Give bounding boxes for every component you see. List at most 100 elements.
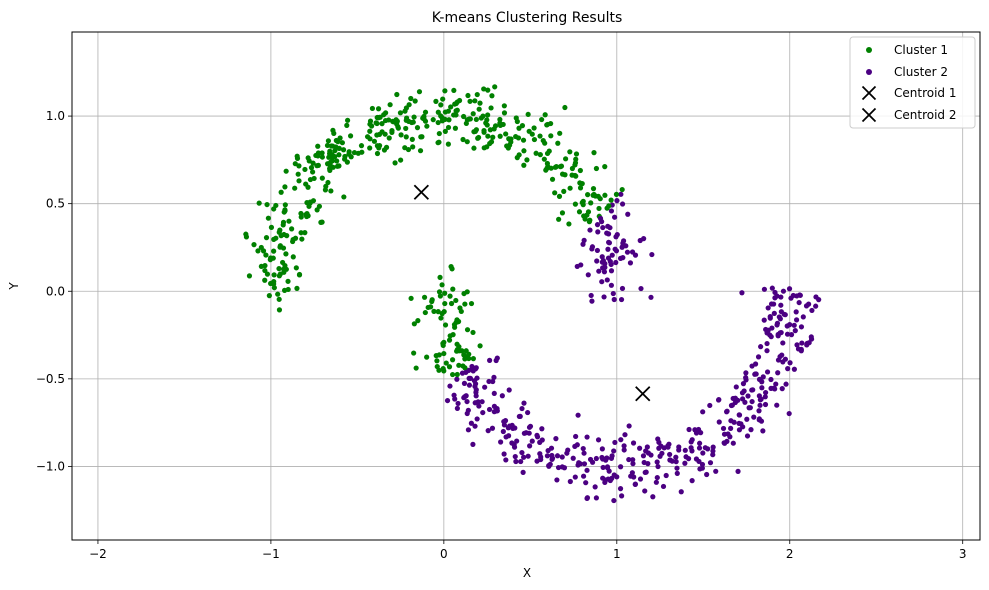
cluster-1-point — [383, 144, 390, 150]
cluster-2-point — [469, 363, 475, 370]
cluster-1-point — [375, 114, 381, 121]
cluster-2-point — [461, 380, 468, 386]
cluster-2-point — [655, 463, 661, 470]
cluster-2-point — [465, 427, 472, 433]
cluster-2-point — [778, 302, 784, 308]
cluster-2-point — [761, 317, 767, 323]
y-tick-label: 0.0 — [46, 284, 65, 298]
cluster-1-point — [464, 327, 471, 333]
cluster-1-point — [451, 112, 457, 118]
cluster-2-point — [771, 301, 777, 307]
cluster-2-point — [599, 254, 605, 260]
cluster-1-point — [585, 192, 591, 198]
cluster-1-point — [342, 153, 348, 160]
cluster-2-point — [607, 258, 613, 265]
cluster-1-point — [556, 216, 562, 222]
cluster-2-point — [642, 488, 648, 494]
cluster-2-point — [589, 246, 595, 252]
cluster-1-point — [497, 133, 503, 139]
cluster-2-point — [674, 470, 680, 476]
cluster-2-point — [736, 412, 742, 418]
cluster-1-point — [358, 143, 365, 149]
cluster-1-point — [521, 162, 527, 168]
cluster-1-point — [292, 185, 298, 191]
cluster-1-point — [434, 358, 440, 364]
cluster-1-point — [263, 235, 270, 241]
cluster-1-point — [285, 278, 291, 284]
cluster-2-point — [583, 480, 589, 486]
cluster-2-point — [791, 322, 797, 328]
cluster-2-point — [622, 432, 628, 438]
cluster-2-point — [733, 384, 739, 390]
y-axis-label: Y — [7, 282, 21, 291]
cluster-2-point — [444, 397, 451, 404]
cluster-1-point — [283, 266, 289, 272]
cluster-2-point — [608, 282, 615, 288]
cluster-1-point — [430, 117, 436, 123]
cluster-2-point — [688, 439, 694, 445]
cluster-2-point — [512, 453, 518, 460]
cluster-2-point — [630, 461, 636, 467]
cluster-1-point — [341, 194, 347, 200]
x-tick-label: −1 — [262, 547, 280, 561]
cluster-2-point — [631, 474, 637, 480]
y-tick-label: 1.0 — [46, 109, 65, 123]
cluster-1-point — [386, 135, 392, 141]
cluster-2-point — [620, 240, 626, 246]
cluster-1-point — [392, 160, 398, 166]
cluster-2-point — [744, 433, 751, 439]
cluster-1-point — [294, 285, 300, 291]
cluster-1-point — [305, 155, 311, 161]
cluster-1-point — [613, 191, 620, 197]
cluster-1-point — [471, 129, 477, 135]
cluster-1-point — [458, 308, 464, 315]
cluster-1-point — [468, 300, 475, 307]
cluster-2-point — [505, 425, 511, 431]
cluster-2-point — [798, 348, 804, 354]
cluster-2-point — [602, 479, 608, 485]
cluster-1-point — [453, 297, 459, 304]
cluster-2-point — [472, 423, 478, 429]
cluster-2-point — [793, 309, 799, 315]
cluster-2-point — [638, 285, 644, 292]
cluster-1-point — [408, 295, 414, 301]
cluster-1-point — [413, 365, 419, 371]
cluster-1-point — [542, 112, 548, 118]
cluster-1-point — [273, 202, 279, 209]
cluster-2-point — [788, 332, 795, 338]
cluster-1-point — [537, 133, 543, 139]
cluster-1-point — [344, 159, 350, 165]
cluster-2-point — [654, 459, 660, 465]
cluster-1-point — [559, 210, 566, 216]
cluster-1-point — [477, 343, 483, 349]
cluster-2-point — [758, 344, 764, 350]
cluster-1-point — [439, 282, 445, 288]
cluster-1-point — [484, 144, 490, 150]
cluster-2-point — [465, 407, 471, 413]
cluster-2-point — [758, 418, 765, 424]
cluster-1-point — [513, 115, 519, 121]
cluster-1-point — [276, 273, 282, 279]
cluster-1-point — [298, 210, 304, 217]
cluster-2-point — [739, 290, 745, 296]
cluster-2-point — [710, 444, 716, 450]
cluster-2-point — [674, 465, 680, 471]
cluster-1-point — [473, 116, 479, 123]
cluster-2-point — [520, 469, 526, 475]
cluster-2-point — [554, 453, 561, 459]
cluster-1-point — [395, 125, 401, 131]
cluster-2-point — [619, 244, 625, 250]
cluster-1-point — [280, 259, 286, 266]
cluster-2-point — [521, 430, 527, 436]
x-tick-label: 1 — [613, 547, 621, 561]
cluster-1-point — [316, 203, 323, 209]
cluster-2-point — [619, 493, 625, 499]
cluster-1-point — [525, 111, 531, 118]
cluster-2-point — [769, 285, 775, 291]
cluster-1-point — [476, 106, 482, 112]
x-tick-label: −2 — [89, 547, 107, 561]
cluster-2-point — [595, 229, 601, 235]
cluster-1-point — [460, 363, 466, 369]
y-axis-ticks: −1.0 −0.5 0.0 0.5 1.0 — [36, 109, 72, 473]
cluster-2-point — [454, 376, 460, 382]
